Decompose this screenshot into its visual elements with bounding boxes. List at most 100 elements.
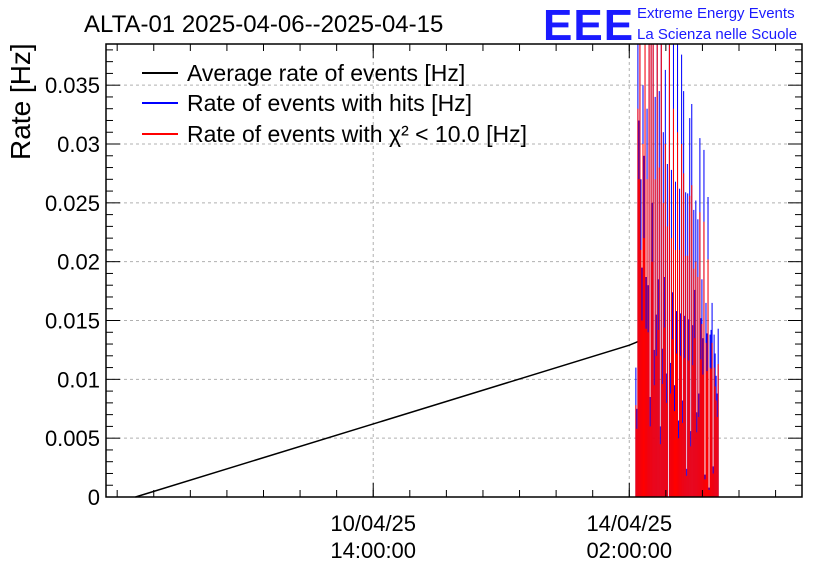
x-tick-time-0: 14:00:00 [330, 538, 416, 563]
chi2-rate-bar-15 [650, 44, 652, 497]
chi2-rate-bar-28 [663, 327, 665, 497]
chi2-rate-bar-65 [701, 324, 703, 497]
chi2-rate-bar-31 [666, 226, 668, 497]
chi2-rate-bar-19 [654, 179, 656, 498]
chi2-rate-bar-36 [671, 339, 673, 497]
chi2-rate-bar-79 [715, 400, 717, 497]
chi2-rate-bar-3 [638, 179, 640, 498]
chi2-rate-bar-72 [708, 489, 710, 497]
chi2-rate-bar-69 [705, 342, 707, 497]
chi2-rate-bar-55 [691, 185, 693, 497]
chi2-rate-bar-29 [664, 144, 666, 497]
chi2-rate-bar-20 [655, 355, 657, 497]
chi2-rate-bar-60 [696, 432, 698, 497]
chi2-rate-bar-49 [685, 255, 687, 497]
legend-label-chi2: Rate of events with χ² < 10.0 [Hz] [187, 121, 527, 147]
chi2-rate-bar-53 [689, 195, 691, 498]
chi2-rate-bar-43 [679, 249, 681, 497]
chi2-rate-bar-61 [697, 277, 699, 497]
y-axis-label: Rate [Hz] [5, 43, 36, 160]
chi2-rate-bar-56 [692, 365, 694, 497]
x-tick-date-0: 10/04/25 [330, 511, 416, 536]
chi2-rate-bar-63 [699, 212, 701, 498]
chi2-rate-bar-18 [653, 385, 655, 497]
chi2-rate-bar-70 [706, 371, 708, 497]
chi2-rate-bar-17 [652, 44, 654, 497]
legend-label-average: Average rate of events [Hz] [187, 60, 465, 86]
chi2-rate-bar-35 [670, 238, 672, 497]
legend: Average rate of events [Hz] Rate of even… [142, 60, 527, 147]
plot-frame [105, 43, 803, 498]
chart-title: ALTA-01 2025-04-06--2025-04-15 [84, 11, 443, 38]
chi2-rate-bar-46 [682, 422, 684, 497]
chi2-rate-bar-44 [680, 355, 682, 497]
chi2-rate-bar-51 [687, 255, 689, 497]
chi2-rate-bar-76 [712, 473, 714, 497]
y-tick-labels: 0 0.005 0.01 0.015 0.02 0.025 0.03 0.035 [45, 73, 100, 510]
logo-line-1: Extreme Energy Events [637, 5, 795, 22]
chi2-rate-bar-74 [710, 368, 712, 497]
chi2-rate-bar-57 [693, 268, 695, 497]
chi2-rate-bar-11 [646, 179, 648, 498]
chi2-rate-bar-22 [657, 329, 659, 497]
chi2-rate-bar-73 [709, 367, 711, 497]
chi2-rate-bar-62 [698, 417, 700, 497]
chi2-rate-bar-75 [711, 342, 713, 497]
chi2-rate-bar-39 [674, 249, 677, 497]
axes [105, 43, 803, 498]
x-tick-date-1: 14/04/25 [586, 511, 672, 536]
y-tick-label-5: 0.025 [45, 191, 100, 216]
chi2-rate-bar-23 [658, 167, 660, 497]
chi2-rate-bar-66 [702, 374, 704, 497]
chi2-rate-bar-38 [673, 411, 675, 497]
chi2-rate-series [635, 44, 719, 498]
y-tick-label-3: 0.015 [45, 309, 100, 334]
chi2-rate-bar-81 [717, 364, 719, 497]
chi2-rate-bar-48 [684, 358, 686, 497]
y-tick-label-1: 0.005 [45, 426, 100, 451]
legend-label-hits: Rate of events with hits [Hz] [187, 90, 472, 116]
chi2-rate-bar-9 [644, 44, 646, 497]
chi2-rate-bar-6 [641, 320, 643, 497]
chi2-rate-bar-33 [668, 44, 670, 497]
x-tick-time-1: 02:00:00 [586, 538, 672, 563]
chi2-rate-bar-10 [645, 328, 647, 497]
chi2-rate-bar-40 [676, 353, 678, 497]
chi2-rate-bar-59 [695, 261, 697, 497]
chi2-rate-bar-24 [659, 444, 661, 497]
chi2-rate-bar-58 [694, 338, 696, 497]
chi2-rate-bar-50 [686, 475, 688, 497]
logo-line-2: La Scienza nelle Scuole [637, 26, 797, 43]
chi2-rate-bar-30 [665, 402, 667, 497]
chi2-rate-bar-5 [640, 249, 642, 497]
y-tick-label-6: 0.03 [57, 132, 100, 157]
chi2-rate-bar-2 [637, 108, 639, 497]
chi2-rate-bar-41 [677, 132, 679, 497]
chi2-rate-bar-45 [681, 144, 683, 497]
chi2-rate-bar-71 [707, 259, 709, 497]
chi2-rate-bar-54 [690, 446, 692, 497]
chi2-rate-bar-67 [703, 221, 705, 497]
eee-logo-text: EEE [543, 1, 634, 50]
chi2-rate-bar-52 [688, 360, 690, 497]
y-tick-label-7: 0.035 [45, 73, 100, 98]
chi2-rate-bar-68 [704, 479, 706, 497]
grid-lines [106, 44, 802, 497]
chi2-rate-bar-26 [661, 384, 663, 497]
chi2-rate-bar-34 [669, 393, 671, 497]
chi2-rate-bar-13 [648, 44, 650, 497]
eee-logo: EEE Extreme Energy Events La Scienza nel… [543, 1, 797, 50]
chi2-rate-bar-42 [678, 438, 680, 497]
chi2-rate-bar-12 [647, 332, 649, 497]
chi2-rate-bar-8 [643, 238, 645, 497]
chi2-rate-bar-27 [662, 202, 664, 498]
chi2-rate-bar-37 [672, 108, 674, 497]
chi2-rate-bar-21 [656, 44, 658, 497]
chi2-rate-bar-16 [651, 261, 653, 497]
y-tick-label-0: 0 [88, 485, 100, 510]
chi2-rate-bar-80 [716, 417, 718, 497]
chi2-rate-bar-0 [635, 405, 637, 497]
y-tick-label-4: 0.02 [57, 250, 100, 275]
chi2-rate-bar-7 [642, 144, 644, 497]
